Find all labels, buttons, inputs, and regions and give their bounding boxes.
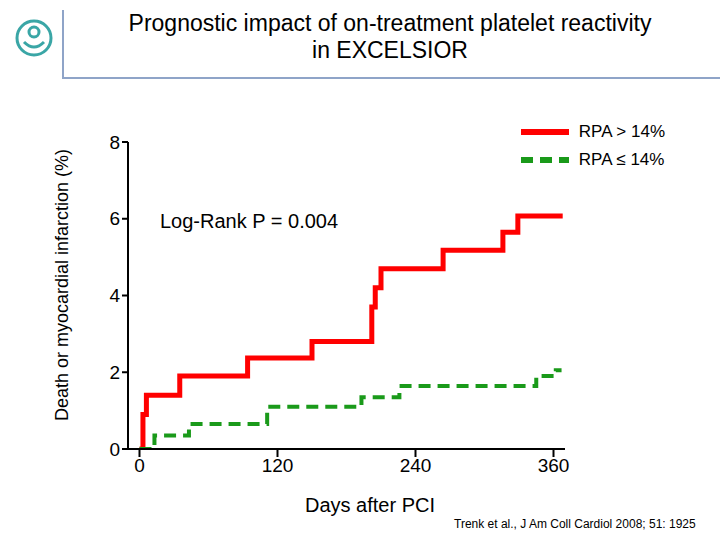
html-text:Prognostic impact of on-treatm: Prognostic impact of on-treatment platel… (128, 10, 652, 63)
svg-text:8: 8 (109, 132, 120, 153)
html-text:RPA ≤ 14%: RPA ≤ 14% (578, 150, 665, 169)
svg-text:2: 2 (109, 362, 120, 383)
svg-text:360: 360 (538, 455, 570, 476)
html-text:Death or myocardial infarction: Death or myocardial infarction (%) (51, 148, 72, 422)
svg-text:0: 0 (134, 455, 145, 476)
html-text:Days after PCI: Days after PCI (305, 494, 435, 516)
html-text:Trenk et al., J Am Coll Cardio: Trenk et al., J Am Coll Cardiol 2008; 51… (454, 517, 696, 531)
svg-text:0: 0 (109, 439, 120, 460)
html-text:RPA > 14%: RPA > 14% (578, 122, 665, 141)
svg-text:6: 6 (109, 208, 120, 229)
svg-text:240: 240 (400, 455, 432, 476)
svg-text:4: 4 (109, 285, 120, 306)
html-text:Log-Rank P = 0.004: Log-Rank P = 0.004 (160, 210, 339, 232)
svg-text:120: 120 (262, 455, 294, 476)
